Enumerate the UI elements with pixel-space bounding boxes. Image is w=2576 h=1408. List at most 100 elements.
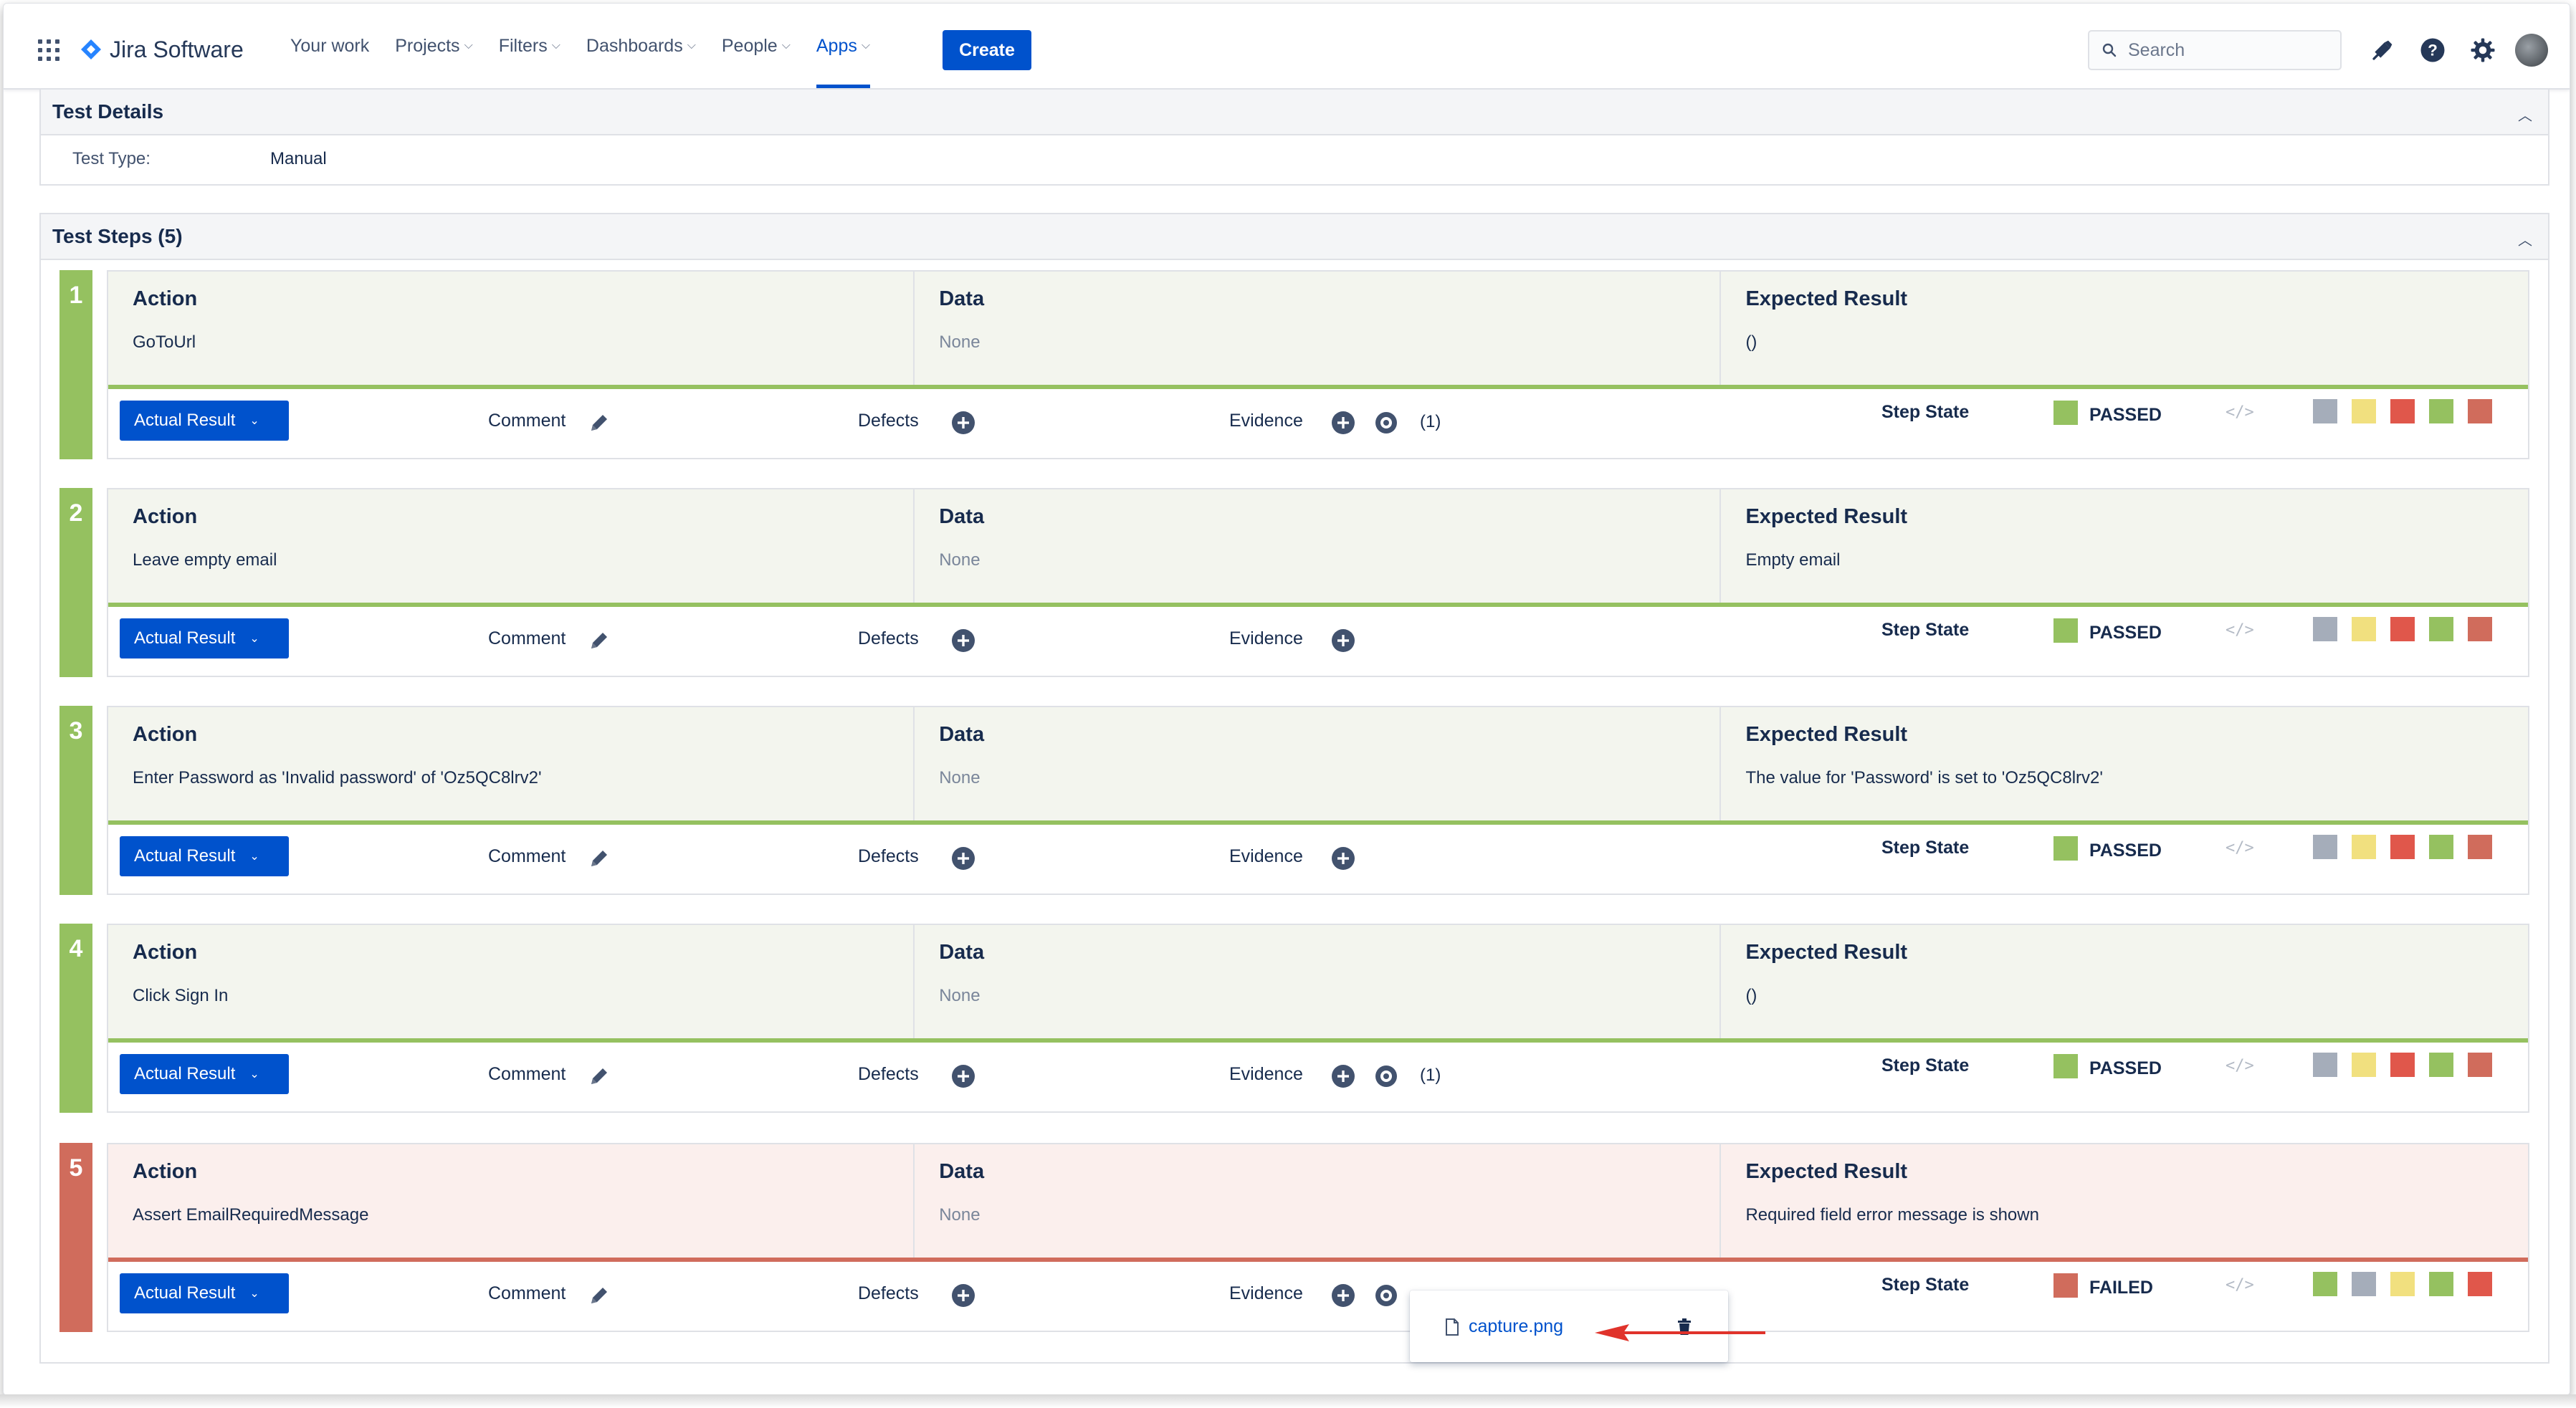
state-executing-swatch[interactable]: [2352, 617, 2376, 641]
state-failed-swatch[interactable]: [2468, 617, 2492, 641]
evidence-count: (1): [1420, 1065, 1441, 1085]
code-icon[interactable]: </>: [2226, 839, 2254, 857]
actual-result-button[interactable]: Actual Result ⌄: [120, 1054, 289, 1094]
search-box[interactable]: [2088, 30, 2342, 70]
action-header: Action: [133, 505, 198, 528]
actual-result-button[interactable]: Actual Result ⌄: [120, 401, 289, 441]
nav-projects[interactable]: Projects ⌵: [395, 35, 473, 56]
state-passed-swatch[interactable]: [2429, 1053, 2453, 1077]
add-defect-icon[interactable]: [951, 1064, 975, 1088]
action-column: Action Enter Password as 'Invalid passwor…: [108, 707, 915, 820]
state-aborted-swatch[interactable]: [2390, 1272, 2415, 1296]
expected-value: Empty email: [1745, 550, 1841, 570]
code-icon[interactable]: </>: [2226, 1276, 2254, 1294]
chevron-down-icon: ⌄: [249, 851, 259, 863]
state-todo-swatch[interactable]: [2313, 1272, 2337, 1296]
state-executing-swatch[interactable]: [2352, 1053, 2376, 1077]
code-icon[interactable]: </>: [2226, 621, 2254, 639]
state-failed-swatch[interactable]: [2468, 1053, 2492, 1077]
expected-column: Expected Result (): [1721, 925, 2527, 1038]
step-box: Action Leave empty email Data None Expected …: [107, 488, 2529, 677]
test-step: 1 Action GoToUrl Data None Expected Result() A…: [59, 270, 2529, 459]
view-evidence-icon[interactable]: [1374, 1064, 1398, 1088]
test-details-header[interactable]: Test Details ︿: [41, 90, 2548, 135]
state-aborted-swatch[interactable]: [2390, 399, 2415, 423]
data-value: None: [939, 768, 981, 787]
avatar[interactable]: [2515, 34, 2548, 67]
add-defect-icon[interactable]: [951, 411, 975, 435]
evidence-count: (1): [1420, 412, 1441, 431]
code-icon[interactable]: </>: [2226, 403, 2254, 421]
expected-value: (): [1745, 332, 1757, 352]
state-aborted-swatch[interactable]: [2390, 835, 2415, 859]
step-state-swatch: [2053, 1054, 2078, 1078]
actual-result-button[interactable]: Actual Result ⌄: [120, 618, 289, 658]
view-evidence-icon[interactable]: [1374, 1283, 1398, 1308]
code-icon[interactable]: </>: [2226, 1057, 2254, 1075]
evidence-file-link[interactable]: capture.png: [1469, 1316, 1564, 1336]
step-state-value: PASSED: [2089, 1058, 2162, 1078]
add-evidence-icon[interactable]: [1331, 1064, 1355, 1088]
step-state-label: Step State: [1881, 838, 1970, 858]
state-executing-swatch[interactable]: [2352, 1272, 2376, 1296]
notifications-icon[interactable]: [2369, 37, 2396, 64]
state-todo-swatch[interactable]: [2313, 1053, 2337, 1077]
state-executing-swatch[interactable]: [2352, 835, 2376, 859]
step-definition: Action Click Sign In Data None Expected Resu…: [108, 925, 2528, 1043]
state-passed-swatch[interactable]: [2429, 1272, 2453, 1296]
state-aborted-swatch[interactable]: [2390, 1053, 2415, 1077]
view-evidence-icon[interactable]: [1374, 411, 1398, 435]
pencil-icon[interactable]: [587, 411, 611, 435]
state-passed-swatch[interactable]: [2429, 617, 2453, 641]
help-icon[interactable]: ?: [2419, 37, 2446, 64]
pencil-icon[interactable]: [587, 1064, 611, 1088]
add-defect-icon[interactable]: [951, 1283, 975, 1308]
chevron-up-icon[interactable]: ︿: [2518, 108, 2532, 124]
app-window: Jira Software Your work Projects ⌵ Filter…: [3, 3, 2570, 1396]
nav-filters[interactable]: Filters ⌵: [498, 35, 560, 56]
data-value: None: [939, 986, 981, 1005]
step-definition: Action Leave empty email Data None Expected …: [108, 489, 2528, 607]
state-failed-swatch[interactable]: [2468, 399, 2492, 423]
add-evidence-icon[interactable]: [1331, 411, 1355, 435]
add-defect-icon[interactable]: [951, 628, 975, 653]
top-navigation: Jira Software Your work Projects ⌵ Filter…: [4, 4, 2570, 90]
state-executing-swatch[interactable]: [2352, 399, 2376, 423]
settings-icon[interactable]: [2469, 37, 2496, 64]
nav-dashboards[interactable]: Dashboards ⌵: [586, 35, 696, 56]
search-input[interactable]: [2127, 39, 2316, 62]
test-steps-header[interactable]: Test Steps (5) ︿: [41, 214, 2548, 260]
step-box: Action Enter Password as 'Invalid passwor…: [107, 706, 2529, 895]
comment-label: Comment: [488, 411, 566, 431]
state-passed-swatch[interactable]: [2429, 399, 2453, 423]
nav-people[interactable]: People ⌵: [721, 35, 791, 56]
state-failed-swatch[interactable]: [2468, 1272, 2492, 1296]
step-definition: Action Enter Password as 'Invalid passwor…: [108, 707, 2528, 825]
state-failed-swatch[interactable]: [2468, 835, 2492, 859]
state-todo-swatch[interactable]: [2313, 617, 2337, 641]
nav-apps[interactable]: Apps ⌵: [816, 4, 871, 88]
test-details-panel: Test Details ︿ Test Type: Manual: [39, 88, 2549, 186]
state-todo-swatch[interactable]: [2313, 835, 2337, 859]
pencil-icon[interactable]: [587, 1283, 611, 1308]
pencil-icon[interactable]: [587, 628, 611, 653]
chevron-down-icon: ⌄: [249, 633, 259, 645]
step-state-value: PASSED: [2089, 623, 2162, 643]
state-aborted-swatch[interactable]: [2390, 617, 2415, 641]
state-passed-swatch[interactable]: [2429, 835, 2453, 859]
nav-your-work[interactable]: Your work: [290, 35, 370, 56]
create-button[interactable]: Create: [943, 30, 1031, 70]
chevron-up-icon[interactable]: ︿: [2518, 233, 2532, 249]
apps-grid-icon[interactable]: [38, 39, 59, 61]
actual-result-button[interactable]: Actual Result ⌄: [120, 1273, 289, 1313]
add-evidence-icon[interactable]: [1331, 846, 1355, 871]
jira-logo[interactable]: Jira Software: [80, 35, 244, 64]
add-evidence-icon[interactable]: [1331, 1283, 1355, 1308]
actual-result-button[interactable]: Actual Result ⌄: [120, 836, 289, 876]
add-evidence-icon[interactable]: [1331, 628, 1355, 653]
pencil-icon[interactable]: [587, 846, 611, 871]
add-defect-icon[interactable]: [951, 846, 975, 871]
data-header: Data: [939, 505, 985, 528]
state-todo-swatch[interactable]: [2313, 399, 2337, 423]
panel-title: Test Details: [52, 100, 164, 123]
